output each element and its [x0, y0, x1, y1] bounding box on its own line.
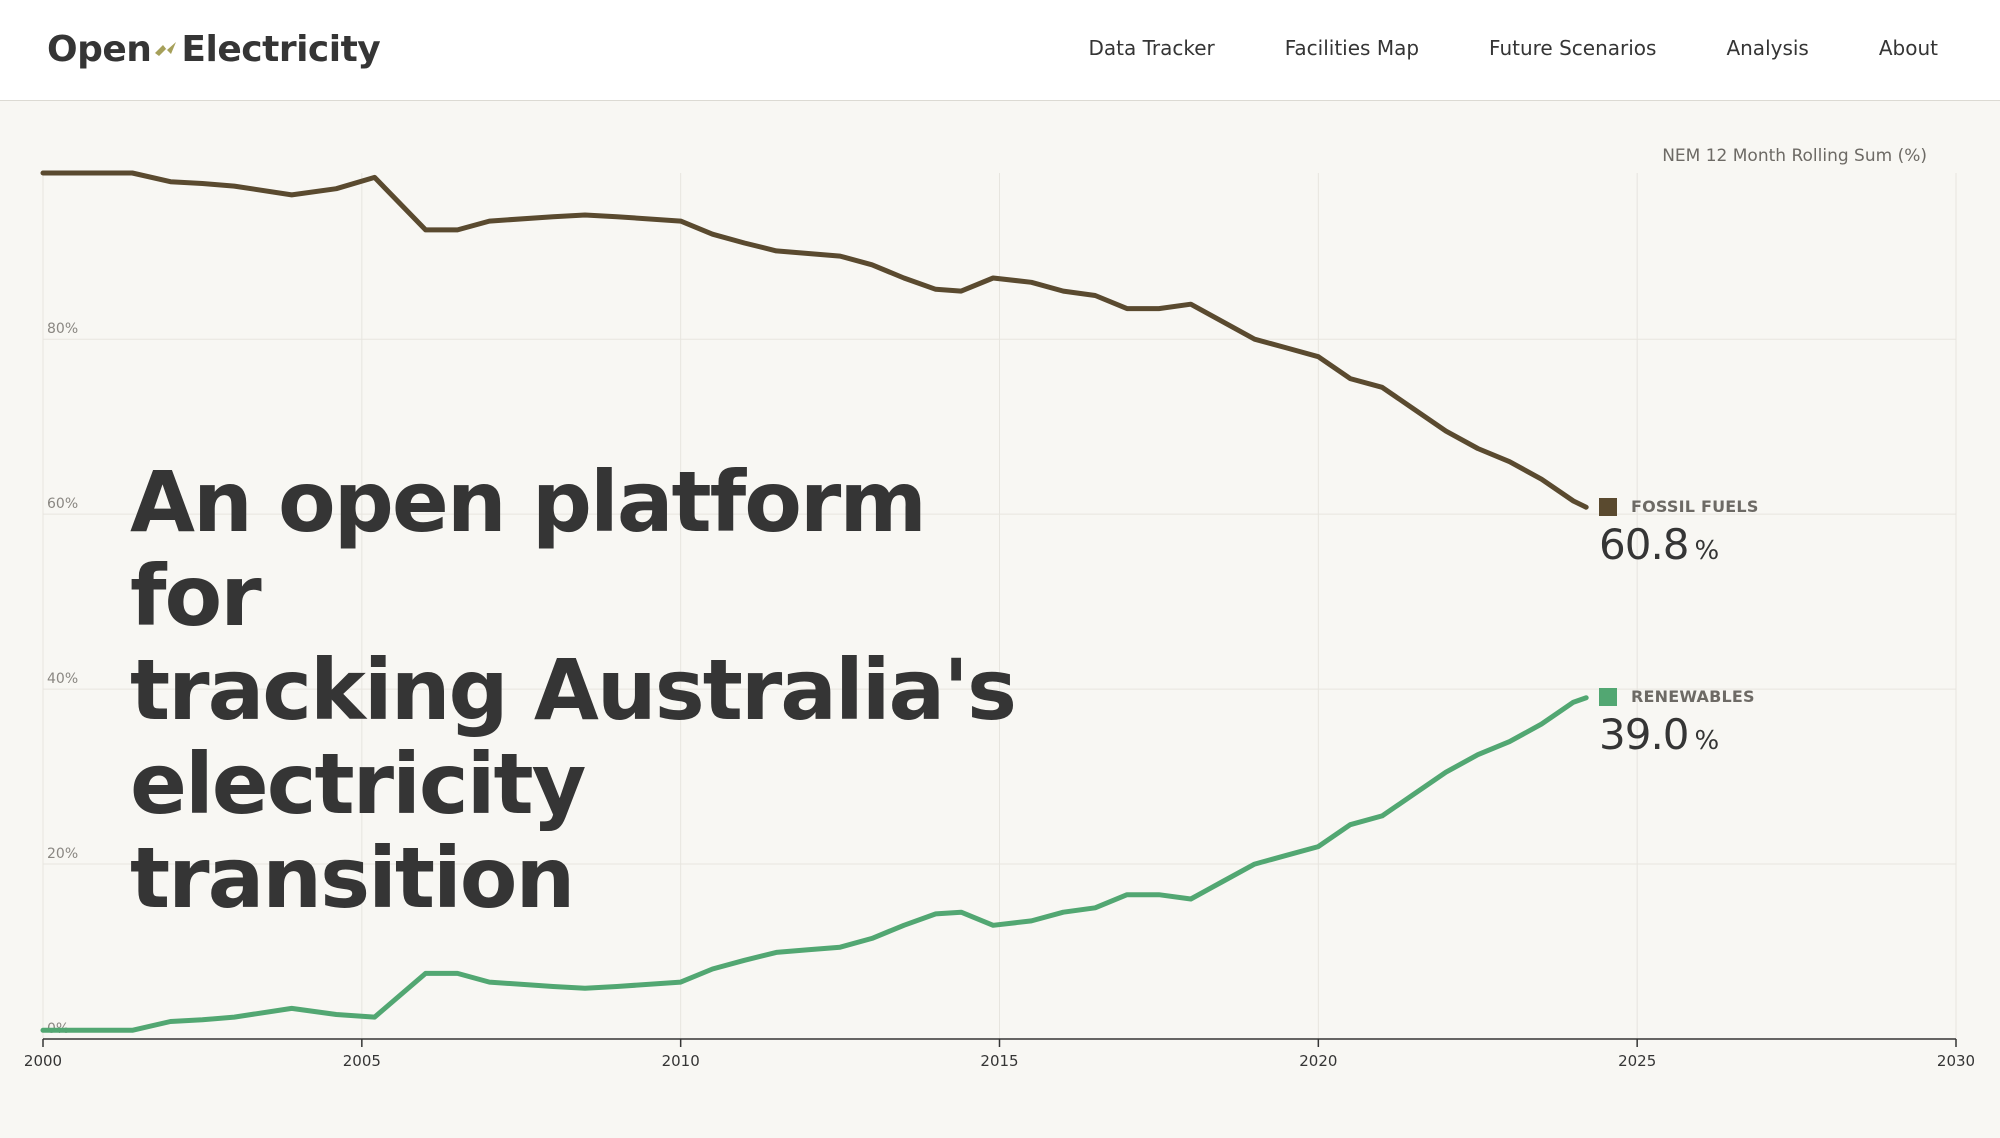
hero-chart-section: 2000 2005 2010 2015 2020 2025 2030 0% 20% 40% 60% 8…	[0, 100, 2000, 1138]
x-tick-label: 2015	[980, 1052, 1018, 1070]
logo-bolt-icon	[155, 42, 177, 56]
renewables-value: 39.0	[1599, 710, 1690, 759]
nav-data-tracker[interactable]: Data Tracker	[1088, 36, 1215, 60]
x-tick-label: 2010	[662, 1052, 700, 1070]
headline-line-2: tracking Australia's	[130, 641, 1017, 739]
fossil-fuels-series-line	[40, 170, 1589, 510]
fossil-fuels-unit: %	[1694, 536, 1720, 566]
y-tick-label: 80%	[47, 321, 78, 337]
hero-headline: An open platform for tracking Australia'…	[130, 455, 1030, 925]
x-tick-label: 2025	[1618, 1052, 1656, 1070]
fossil-fuels-value: 60.8	[1599, 520, 1690, 569]
x-tick-label: 2005	[343, 1052, 381, 1070]
nav-future-scenarios[interactable]: Future Scenarios	[1489, 36, 1657, 60]
chart-caption: NEM 12 Month Rolling Sum (%)	[1662, 146, 1927, 166]
renewables-swatch	[1599, 688, 1617, 706]
y-tick-label: 60%	[47, 496, 78, 512]
renewables-unit: %	[1694, 726, 1720, 756]
open-electricity-logo[interactable]: Open Electricity	[47, 26, 381, 72]
y-tick-label: 20%	[47, 846, 78, 862]
x-tick-label: 2020	[1299, 1052, 1337, 1070]
nav-about[interactable]: About	[1878, 36, 1938, 60]
main-nav: Data Tracker Facilities Map Future Scena…	[1088, 36, 1938, 60]
renewables-series-line	[40, 695, 1589, 1033]
nav-facilities-map[interactable]: Facilities Map	[1284, 36, 1420, 60]
fossil-fuels-swatch	[1599, 498, 1617, 516]
logo-text-electricity: Electricity	[181, 28, 381, 70]
fossil-fuels-value-wrap: 60.8%	[1599, 520, 1720, 569]
nav-analysis[interactable]: Analysis	[1726, 36, 1809, 60]
headline-line-1: An open platform for	[130, 453, 927, 645]
y-tick-label: 40%	[47, 671, 78, 687]
generation-mix-line-chart: 2000 2005 2010 2015 2020 2025 20300%20%40%60%8…	[24, 170, 1975, 1070]
x-tick-label: 2030	[1937, 1052, 1975, 1070]
renewables-value-wrap: 39.0%	[1599, 710, 1720, 759]
logo-text-open: Open	[47, 28, 152, 70]
top-navigation-bar: Open Electricity Data Tracker Facilities…	[0, 0, 2000, 101]
x-tick-label: 2000	[24, 1052, 62, 1070]
renewables-label: RENEWABLES	[1631, 687, 1755, 706]
headline-line-3: electricity transition	[130, 735, 586, 927]
fossil-fuels-label: FOSSIL FUELS	[1631, 497, 1759, 516]
